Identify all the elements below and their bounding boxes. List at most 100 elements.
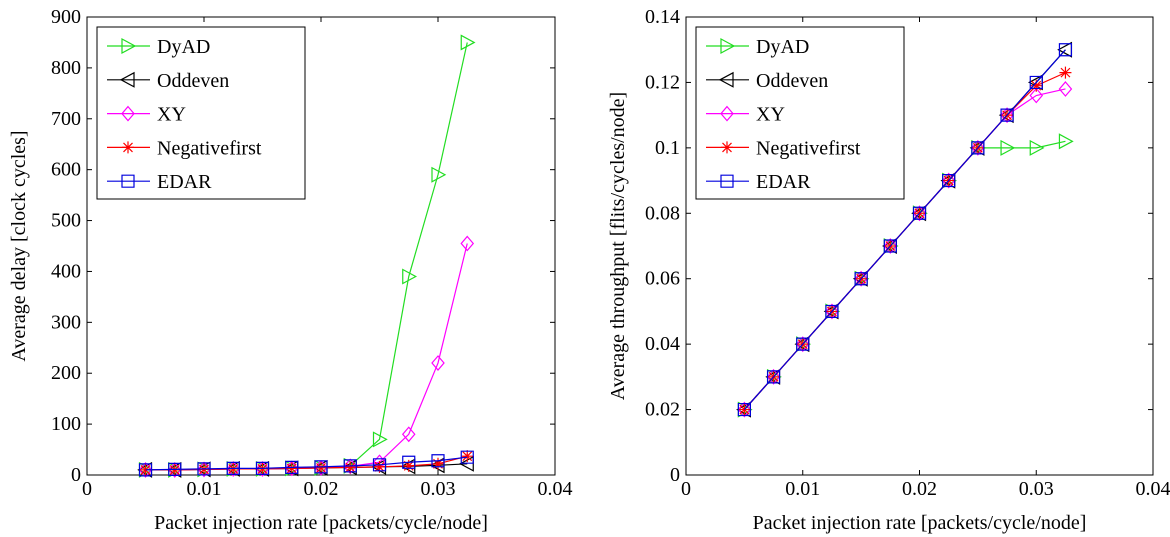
data-point <box>460 235 475 252</box>
legend-label: EDAR <box>157 171 212 193</box>
y-tick-label: 0.04 <box>645 333 680 355</box>
data-point <box>343 459 357 473</box>
data-point <box>941 172 956 189</box>
x-tick-label: 0.01 <box>785 478 820 500</box>
y-tick-label: 0 <box>670 464 680 486</box>
data-point <box>461 450 474 463</box>
data-point <box>942 173 956 188</box>
data-point <box>255 461 270 475</box>
legend-label: XY <box>157 104 186 126</box>
y-tick-label: 0.14 <box>645 6 680 28</box>
data-point <box>971 141 985 155</box>
data-point <box>432 457 444 470</box>
x-tick-label: 0.03 <box>421 478 456 500</box>
data-point <box>431 166 447 183</box>
data-point <box>1029 139 1045 156</box>
y-tick-label: 200 <box>51 362 81 384</box>
legend-marker <box>119 71 135 88</box>
legend-marker <box>121 174 135 188</box>
legend-label: Negativefirst <box>157 137 262 159</box>
x-tick-label: 0.01 <box>187 478 222 500</box>
data-point <box>912 206 927 220</box>
data-point <box>825 304 839 319</box>
x-axis-label: Packet injection rate [packets/cycle/nod… <box>154 512 488 534</box>
x-tick-label: 0.02 <box>902 478 937 500</box>
x-tick-label: 0 <box>681 478 691 500</box>
y-tick-label: 0.12 <box>645 71 680 93</box>
data-point <box>883 238 898 254</box>
data-point <box>138 461 153 478</box>
data-point <box>255 460 270 477</box>
data-point <box>1030 79 1043 92</box>
y-tick-label: 500 <box>51 210 81 232</box>
legend-marker <box>121 37 137 55</box>
data-point <box>766 368 781 385</box>
legend-marker <box>121 105 135 122</box>
data-point <box>796 337 810 351</box>
data-point <box>766 370 781 384</box>
data-point <box>431 355 445 371</box>
x-tick-label: 0.04 <box>538 478 573 500</box>
legend-label: Negativefirst <box>756 137 861 159</box>
y-tick-label: 800 <box>51 57 81 79</box>
legend: DyAD Oddeven XY Negativefirst EDAR <box>695 26 905 200</box>
legend-label: XY <box>756 104 785 126</box>
data-point <box>197 462 211 476</box>
legend-label: DyAD <box>756 36 809 58</box>
data-point <box>168 462 182 477</box>
data-point <box>460 34 476 51</box>
data-point <box>372 458 387 472</box>
legend-label: DyAD <box>157 36 210 58</box>
data-point <box>1029 87 1044 104</box>
data-point <box>1000 107 1014 124</box>
x-tick-label: 0.03 <box>1019 478 1054 500</box>
data-point <box>138 463 153 477</box>
data-point <box>912 205 927 222</box>
legend-label: EDAR <box>756 171 811 193</box>
legend-marker <box>721 141 733 154</box>
data-point <box>226 460 241 477</box>
legend-marker <box>718 71 734 88</box>
data-point <box>402 455 416 469</box>
y-axis-label: Average delay [clock cycles] <box>8 130 30 361</box>
data-point <box>1000 108 1014 122</box>
data-point <box>1029 75 1043 90</box>
y-tick-label: 100 <box>51 413 81 435</box>
y-tick-label: 0 <box>71 464 81 486</box>
y-axis-label: Average throughput [flits/cycles/node] <box>607 92 629 400</box>
legend-marker <box>720 37 736 55</box>
data-point <box>372 431 388 448</box>
data-point <box>431 454 445 468</box>
data-point <box>401 426 416 443</box>
legend-label: Oddeven <box>157 70 229 92</box>
data-point <box>854 272 868 286</box>
x-axis-label: Packet injection rate [packets/cycle/nod… <box>753 512 1087 534</box>
legend-label: Oddeven <box>756 70 828 92</box>
y-tick-label: 300 <box>51 311 81 333</box>
x-tick-label: 0.02 <box>304 478 339 500</box>
data-point <box>315 461 327 474</box>
series-line <box>145 455 468 471</box>
y-tick-label: 400 <box>51 260 81 282</box>
data-point <box>284 460 299 477</box>
data-point <box>402 268 418 285</box>
data-point <box>825 303 839 320</box>
data-point <box>795 336 810 353</box>
y-tick-label: 600 <box>51 159 81 181</box>
y-tick-label: 0.08 <box>645 202 680 224</box>
x-tick-label: 0 <box>82 478 92 500</box>
data-point <box>737 401 752 418</box>
data-point <box>1058 43 1073 57</box>
legend-marker <box>720 105 734 122</box>
data-point <box>971 139 985 156</box>
y-tick-label: 700 <box>51 108 81 130</box>
y-tick-label: 0.1 <box>655 137 680 159</box>
data-point <box>373 460 386 473</box>
data-point <box>1058 81 1073 97</box>
series-line <box>145 243 468 471</box>
data-point <box>197 461 211 478</box>
data-point <box>285 460 299 474</box>
y-tick-label: 900 <box>51 6 81 28</box>
